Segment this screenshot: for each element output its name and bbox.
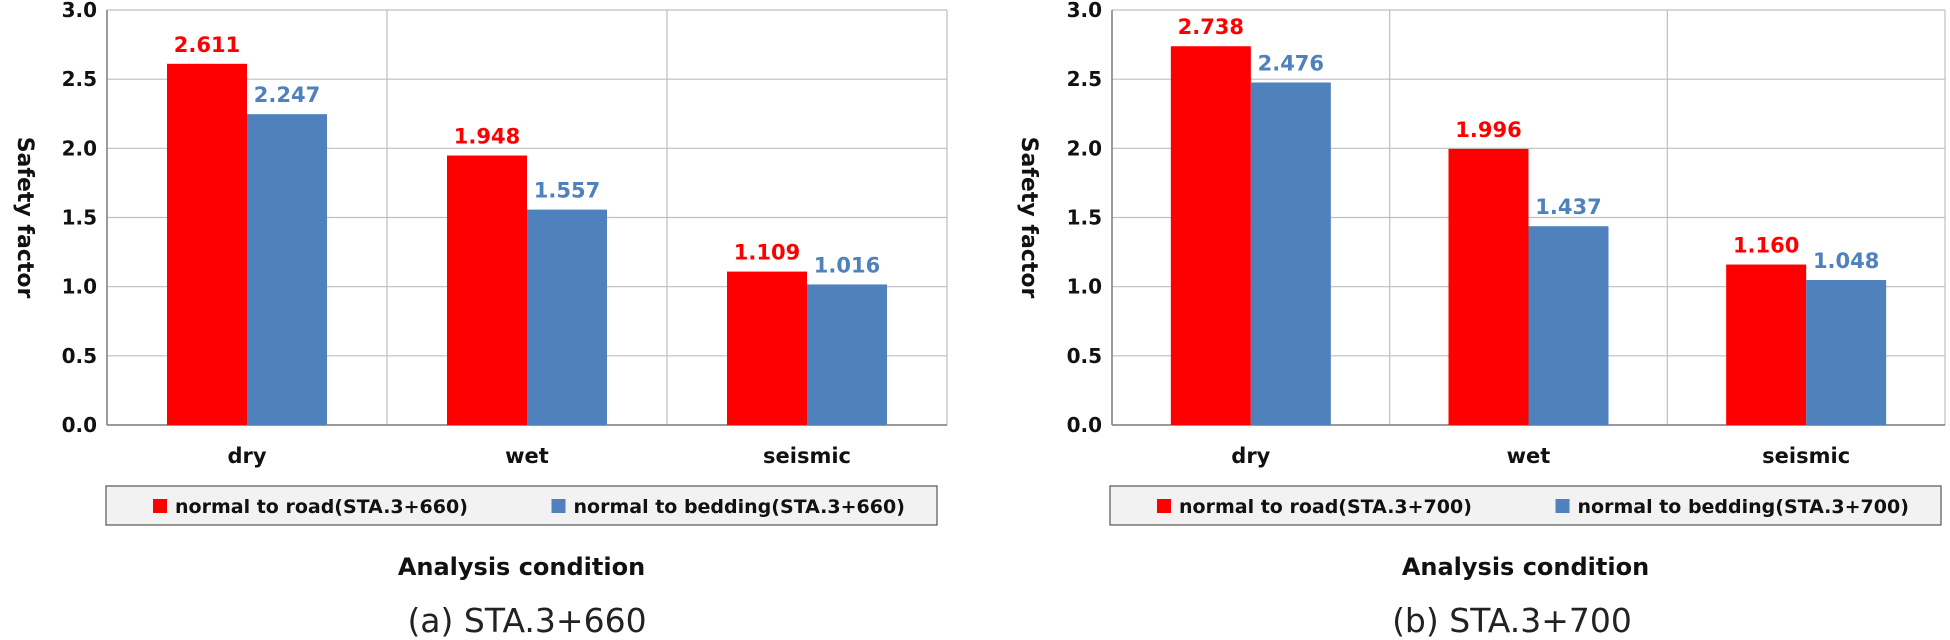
x-category-label: wet (505, 444, 549, 468)
y-tick-label: 0.5 (1067, 344, 1102, 368)
legend-label: normal to bedding(STA.3+660) (574, 496, 905, 518)
x-category-label: dry (1231, 444, 1270, 468)
data-label: 1.160 (1733, 234, 1799, 258)
y-tick-label: 2.5 (62, 67, 97, 91)
y-tick-label: 3.0 (1067, 0, 1102, 22)
legend-swatch (551, 499, 566, 513)
data-label: 2.476 (1258, 51, 1324, 75)
y-tick-label: 2.0 (1067, 136, 1102, 160)
bar-seismic-series-0 (727, 271, 807, 425)
legend-label: normal to bedding(STA.3+700) (1578, 496, 1909, 518)
bar-wet-series-0 (447, 155, 527, 425)
y-tick-label: 0.0 (1067, 413, 1102, 437)
legend-label: normal to road(STA.3+660) (175, 496, 468, 518)
x-category-label: seismic (763, 444, 851, 468)
bar-dry-series-1 (1250, 82, 1331, 425)
x-category-label: seismic (1762, 444, 1850, 468)
y-tick-label: 1.5 (62, 206, 97, 230)
chart-sta-3-660: 0.0 0.5 1.0 1.5 2.0 2.5 3.0 2.611 2.247 dry 1.948 1… (12, 0, 948, 640)
bar-dry-series-0 (167, 63, 247, 425)
y-axis-title: Safety factor (12, 137, 37, 299)
data-label: 2.738 (1178, 15, 1244, 39)
legend-box (1109, 485, 1942, 526)
data-label: 2.247 (254, 83, 320, 107)
y-tick-label: 1.0 (62, 275, 97, 299)
y-tick-label: 1.0 (1067, 275, 1102, 299)
bar-dry-series-0 (1170, 46, 1251, 425)
bar-wet-series-0 (1448, 148, 1529, 426)
data-label: 1.016 (814, 253, 880, 277)
data-label: 1.948 (454, 125, 520, 149)
chart-sta-3-700: 0.0 0.5 1.0 1.5 2.0 2.5 3.0 2.738 2.476 dry 1.996 1… (1016, 0, 1946, 640)
data-label: 1.557 (534, 179, 600, 203)
data-label: 1.437 (1535, 195, 1601, 219)
x-axis-title: Analysis condition (1402, 553, 1649, 581)
y-tick-label: 0.0 (62, 413, 97, 437)
y-tick-label: 0.5 (62, 344, 97, 368)
y-tick-label: 1.5 (1067, 206, 1102, 230)
data-label: 1.996 (1455, 118, 1521, 142)
x-axis-title: Analysis condition (398, 553, 645, 581)
y-tick-label: 2.0 (62, 136, 97, 160)
data-label: 1.048 (1813, 249, 1879, 273)
legend-box (105, 485, 938, 526)
bar-wet-series-1 (1528, 226, 1609, 425)
chart-caption: (b) STA.3+700 (1392, 601, 1632, 640)
bar-seismic-series-0 (1726, 264, 1807, 425)
x-category-label: dry (227, 444, 266, 468)
legend-swatch (1555, 499, 1570, 513)
y-tick-label: 3.0 (62, 0, 97, 22)
y-axis-title: Safety factor (1016, 137, 1041, 299)
bar-dry-series-1 (247, 114, 327, 425)
bar-seismic-series-1 (807, 284, 887, 425)
y-tick-label: 2.5 (1067, 67, 1102, 91)
x-category-label: wet (1507, 444, 1551, 468)
legend-label: normal to road(STA.3+700) (1179, 496, 1472, 518)
chart-caption: (a) STA.3+660 (407, 601, 646, 640)
data-label: 2.611 (174, 33, 240, 57)
legend-swatch (1157, 499, 1171, 513)
bar-wet-series-1 (527, 209, 607, 425)
legend-swatch (153, 499, 167, 513)
data-label: 1.109 (734, 241, 800, 265)
bar-seismic-series-1 (1806, 280, 1887, 425)
